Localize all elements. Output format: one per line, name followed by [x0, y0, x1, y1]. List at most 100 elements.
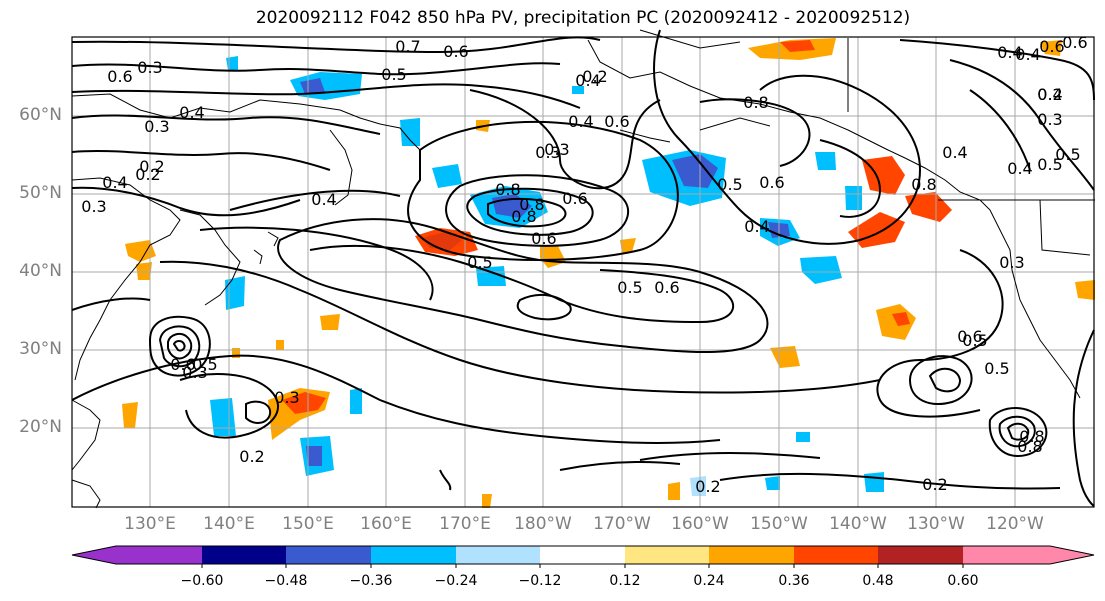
pv-contours — [71, 29, 1095, 507]
contour-label: 0.3 — [535, 143, 560, 162]
contour-label: 0.6 — [1039, 37, 1064, 56]
precipitation-shading — [122, 38, 1095, 508]
longitude-label: 170°W — [593, 514, 651, 534]
coastlines — [71, 29, 1095, 509]
colorbar-segment — [540, 546, 625, 564]
contour-label: 0.4 — [942, 143, 967, 162]
contour-label: 0.2 — [582, 67, 607, 86]
latitude-label: 50°N — [19, 183, 62, 203]
contour-label: 0.4 — [575, 71, 600, 90]
longitude-label: 180°W — [514, 514, 572, 534]
latitude-label: 40°N — [19, 261, 62, 281]
contour-label: 0.8 — [1019, 427, 1044, 446]
contour-label: 0.4 — [1015, 45, 1040, 64]
longitude-label: 140°W — [829, 514, 887, 534]
contour-label: 0.8 — [511, 207, 536, 226]
contour-label: 0.5 — [192, 355, 217, 374]
contour-label: 0.2 — [135, 165, 160, 184]
contour-label: 0.6 — [170, 355, 195, 374]
contour-label: 0.6 — [654, 278, 679, 297]
contour-label: 0.2 — [139, 157, 164, 176]
colorbar-segment — [878, 546, 963, 564]
contour-label: 0.6 — [562, 189, 587, 208]
graticule — [72, 37, 1094, 507]
contour-label: 0.4 — [102, 173, 127, 192]
contour-label: 0.5 — [617, 278, 642, 297]
contour-labels: 0.7 0.60.50.6 0.40.30.40.30.20.40.3 0.40.80… — [81, 33, 1087, 496]
colorbar-tick-label: −0.12 — [518, 573, 562, 589]
latitude-label: 20°N — [19, 417, 62, 437]
colorbar — [71, 545, 1095, 568]
colorbar-tick-label: 0.12 — [609, 573, 641, 589]
longitude-label: 150°W — [750, 514, 808, 534]
contour-label: 0.5 — [381, 65, 406, 84]
contour-label: 0.5 — [1055, 145, 1080, 164]
contour-label: 0.2 — [695, 477, 720, 496]
contour-label: 0.3 — [182, 363, 207, 382]
colorbar-segment — [794, 546, 878, 564]
contour-label: 0.4 — [568, 112, 593, 131]
contour-label: 0.5 — [1037, 155, 1062, 174]
colorbar-segment — [709, 546, 794, 564]
contour-label: 0.3 — [1037, 110, 1062, 129]
contour-label: 0.4 — [1007, 159, 1032, 178]
contour-label: 0.7 — [395, 37, 420, 56]
contour-label: 0.8 — [519, 195, 544, 214]
colorbar-segment — [72, 546, 202, 564]
contour-label: 0.6 — [531, 229, 556, 248]
contour-label: 0.4 — [1037, 85, 1062, 104]
latitude-label: 60°N — [19, 105, 62, 125]
latitude-label: 30°N — [19, 339, 62, 359]
contour-label: 0.5 — [717, 175, 742, 194]
longitude-label: 140°E — [203, 514, 255, 534]
contour-label: 0.2 — [239, 447, 264, 466]
longitude-label: 120°W — [986, 514, 1044, 534]
contour-label: 0.8 — [911, 175, 936, 194]
contour-label: 0.3 — [544, 140, 569, 159]
colorbar-tick-label: −0.36 — [349, 573, 393, 589]
longitude-label: 130°E — [124, 514, 176, 534]
colorbar-tick-label: −0.60 — [180, 573, 224, 589]
colorbar-segment — [456, 546, 540, 564]
contour-label: 0.8 — [743, 93, 768, 112]
map-frame — [71, 36, 1095, 508]
longitude-label: 160°W — [671, 514, 729, 534]
longitude-label: 170°E — [439, 514, 491, 534]
contour-label: 0.5 — [984, 359, 1009, 378]
contour-label: 0.6 — [443, 42, 468, 61]
map-title: 2020092112 F042 850 hPa PV, precipitatio… — [255, 8, 911, 28]
contour-label: 0.4 — [179, 103, 204, 122]
contour-label: 0.2 — [922, 475, 947, 494]
contour-label: 0.4 — [997, 43, 1022, 62]
contour-label: 0.6 — [604, 112, 629, 131]
contour-label: 0.4 — [744, 217, 769, 236]
colorbar-segment — [963, 546, 1094, 564]
contour-label: 0.8 — [495, 180, 520, 199]
colorbar-segment — [202, 546, 286, 564]
colorbar-tick-label: 0.60 — [947, 573, 979, 589]
colorbar-segment — [371, 546, 456, 564]
longitude-label: 130°W — [907, 514, 965, 534]
colorbar-segment — [286, 546, 371, 564]
longitude-label: 150°E — [282, 514, 334, 534]
contour-label: 0.3 — [999, 253, 1024, 272]
contour-label: 0.3 — [137, 58, 162, 77]
contour-label: 0.4 — [311, 190, 336, 209]
colorbar-tick-label: −0.48 — [264, 573, 308, 589]
longitude-label: 160°E — [360, 514, 412, 534]
contour-label: 0.3 — [144, 117, 169, 136]
contour-label: 0.3 — [274, 388, 299, 407]
colorbar-tick-label: −0.24 — [434, 573, 478, 589]
contour-label: 0.6 — [759, 173, 784, 192]
contour-label: 0.5 — [962, 331, 987, 350]
contour-label: 0.6 — [1062, 33, 1087, 52]
contour-label: 0.8 — [1017, 437, 1042, 456]
colorbar-tick-label: 0.36 — [778, 573, 810, 589]
contour-label: 0.3 — [81, 197, 106, 216]
contour-label: 0.6 — [107, 67, 132, 86]
colorbar-segment — [625, 546, 709, 564]
colorbar-outline — [71, 545, 1095, 565]
contour-label: 0.6 — [957, 327, 982, 346]
contour-label: 0.5 — [467, 253, 492, 272]
